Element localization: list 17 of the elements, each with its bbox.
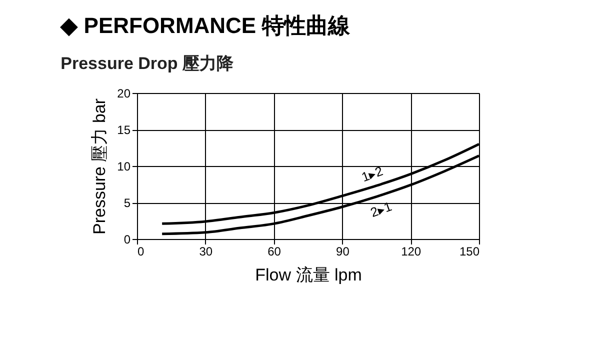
- x-tick-label: 90: [336, 244, 350, 258]
- y-tick-label: 10: [117, 160, 131, 174]
- x-tick-label: 0: [138, 244, 144, 258]
- x-tick-label: 30: [199, 244, 213, 258]
- chart-title: ◆ PERFORMANCE 特性曲線: [60, 13, 352, 38]
- y-tick-label: 15: [117, 123, 131, 137]
- x-tick-label: 60: [268, 244, 282, 258]
- y-tick-label: 20: [117, 86, 131, 100]
- y-tick-label: 5: [124, 196, 131, 210]
- chart-subtitle: Pressure Drop 壓力降: [60, 54, 235, 73]
- x-tick-label: 120: [401, 244, 422, 258]
- x-axis-title: Flow 流量 lpm: [255, 266, 362, 284]
- y-axis-title: Pressure 壓力 bar: [90, 98, 110, 235]
- annotation: 1▸2: [359, 163, 385, 185]
- annotation: 2▸1: [368, 198, 394, 220]
- x-tick-label: 150: [459, 244, 480, 258]
- y-tick-label: 0: [124, 232, 131, 246]
